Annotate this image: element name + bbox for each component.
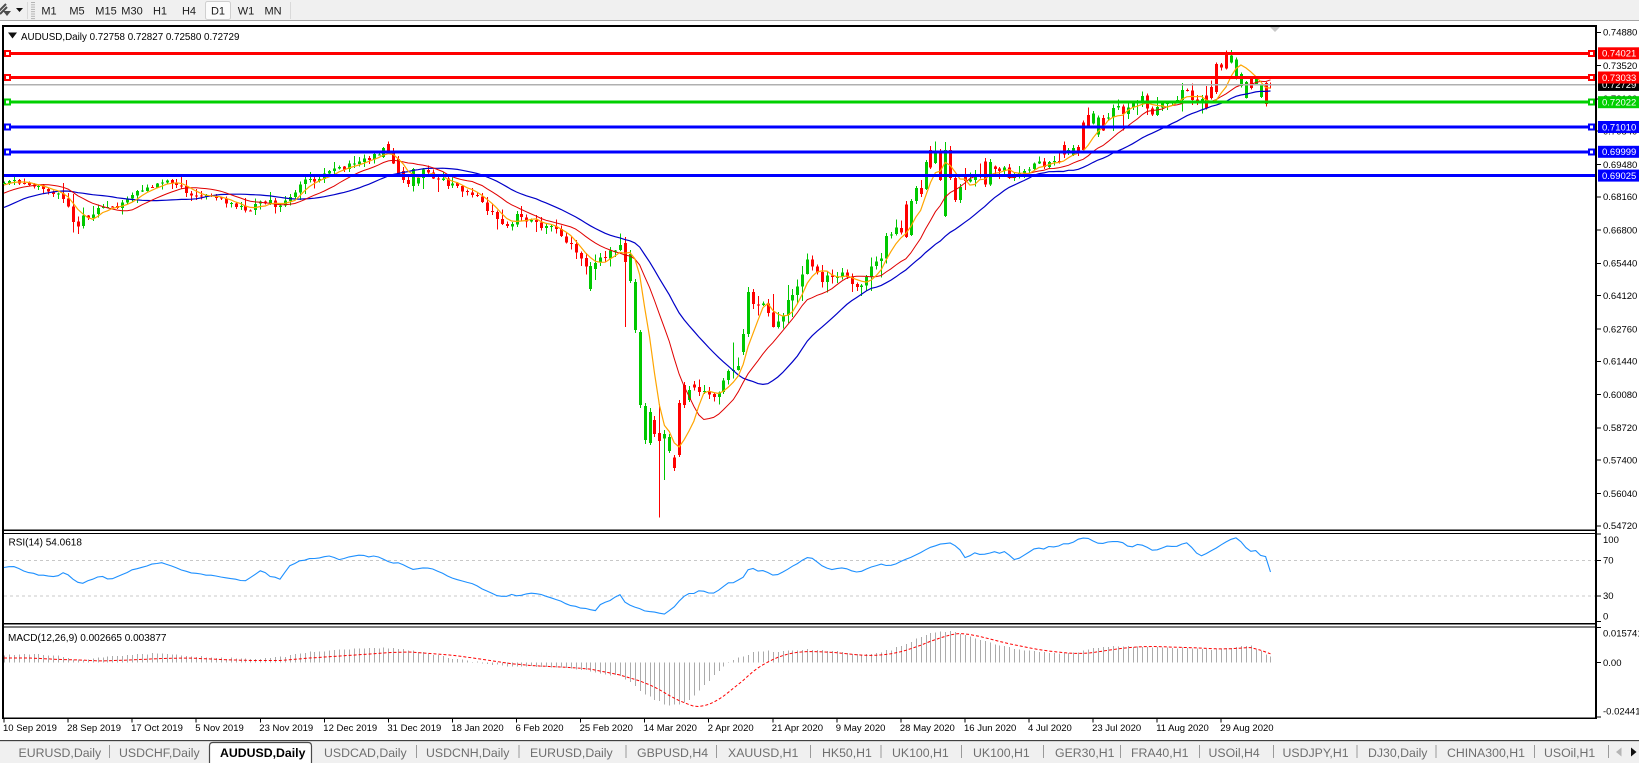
svg-text:USDJPY,H1: USDJPY,H1 — [1283, 746, 1349, 760]
svg-text:23 Nov 2019: 23 Nov 2019 — [259, 723, 313, 734]
svg-text:-0.024412: -0.024412 — [1603, 707, 1639, 718]
svg-text:0.58720: 0.58720 — [1603, 423, 1637, 434]
svg-text:4 Jul 2020: 4 Jul 2020 — [1028, 723, 1072, 734]
svg-text:H1: H1 — [153, 6, 167, 18]
svg-text:0.72022: 0.72022 — [1602, 98, 1636, 109]
svg-text:RSI(14) 54.0618: RSI(14) 54.0618 — [9, 538, 83, 549]
svg-text:H4: H4 — [182, 6, 196, 18]
svg-text:EURUSD,Daily: EURUSD,Daily — [19, 746, 103, 760]
svg-text:0.54720: 0.54720 — [1603, 521, 1637, 532]
svg-text:UK100,H1: UK100,H1 — [973, 746, 1030, 760]
svg-text:GER30,H1: GER30,H1 — [1055, 746, 1115, 760]
svg-text:29 Aug 2020: 29 Aug 2020 — [1220, 723, 1273, 734]
svg-text:70: 70 — [1603, 556, 1614, 567]
svg-text:HK50,H1: HK50,H1 — [822, 746, 872, 760]
svg-text:UK100,H1: UK100,H1 — [892, 746, 949, 760]
svg-text:0.73520: 0.73520 — [1603, 61, 1637, 72]
svg-text:28 Sep 2019: 28 Sep 2019 — [67, 723, 121, 734]
svg-text:M1: M1 — [41, 6, 56, 18]
svg-text:CHINA300,H1: CHINA300,H1 — [1447, 746, 1525, 760]
svg-text:D1: D1 — [211, 6, 225, 18]
svg-text:EURUSD,Daily: EURUSD,Daily — [530, 746, 614, 760]
svg-text:0.56040: 0.56040 — [1603, 489, 1637, 500]
svg-text:11 Aug 2020: 11 Aug 2020 — [1156, 723, 1209, 734]
svg-text:W1: W1 — [238, 6, 255, 18]
svg-text:23 Jul 2020: 23 Jul 2020 — [1092, 723, 1141, 734]
svg-text:12 Dec 2019: 12 Dec 2019 — [323, 723, 377, 734]
svg-text:0.66800: 0.66800 — [1603, 225, 1637, 236]
svg-text:M15: M15 — [95, 6, 116, 18]
svg-text:USDCHF,Daily: USDCHF,Daily — [119, 746, 200, 760]
svg-text:0.72729: 0.72729 — [1602, 80, 1636, 91]
svg-text:USDCNH,Daily: USDCNH,Daily — [426, 746, 510, 760]
svg-text:0.71010: 0.71010 — [1602, 122, 1636, 133]
svg-text:0: 0 — [1603, 612, 1608, 623]
svg-text:AUDUSD,Daily: AUDUSD,Daily — [220, 746, 306, 760]
svg-text:0.73033: 0.73033 — [1602, 73, 1636, 84]
svg-text:28 May 2020: 28 May 2020 — [900, 723, 955, 734]
svg-text:XAUUSD,H1: XAUUSD,H1 — [728, 746, 799, 760]
svg-text:0.74880: 0.74880 — [1603, 28, 1637, 39]
svg-text:0.69480: 0.69480 — [1603, 160, 1637, 171]
svg-text:MN: MN — [264, 6, 281, 18]
svg-text:9 May 2020: 9 May 2020 — [836, 723, 886, 734]
svg-text:0.60080: 0.60080 — [1603, 390, 1637, 401]
svg-text:GBPUSD,H4: GBPUSD,H4 — [637, 746, 708, 760]
svg-text:17 Oct 2019: 17 Oct 2019 — [131, 723, 183, 734]
svg-text:0.61440: 0.61440 — [1603, 357, 1637, 368]
svg-text:0.64120: 0.64120 — [1603, 291, 1637, 302]
svg-text:0.57400: 0.57400 — [1603, 456, 1637, 467]
svg-text:5 Nov 2019: 5 Nov 2019 — [195, 723, 244, 734]
svg-text:DJ30,Daily: DJ30,Daily — [1368, 746, 1428, 760]
svg-text:0.69999: 0.69999 — [1602, 147, 1636, 158]
svg-text:100: 100 — [1603, 535, 1619, 546]
svg-text:18 Jan 2020: 18 Jan 2020 — [451, 723, 503, 734]
svg-text:0.69025: 0.69025 — [1602, 171, 1636, 182]
svg-text:21 Apr 2020: 21 Apr 2020 — [772, 723, 823, 734]
svg-text:6 Feb 2020: 6 Feb 2020 — [516, 723, 564, 734]
svg-text:25 Feb 2020: 25 Feb 2020 — [580, 723, 633, 734]
svg-text:16 Jun 2020: 16 Jun 2020 — [964, 723, 1016, 734]
svg-text:FRA40,H1: FRA40,H1 — [1131, 746, 1189, 760]
svg-text:0.015741: 0.015741 — [1603, 629, 1639, 640]
svg-text:0.65440: 0.65440 — [1603, 259, 1637, 270]
svg-text:AUDUSD,Daily 0.72758 0.72827: AUDUSD,Daily 0.72758 0.72827 0.72580 0.7… — [21, 32, 239, 43]
svg-text:USDCAD,Daily: USDCAD,Daily — [324, 746, 408, 760]
svg-text:USOil,H4: USOil,H4 — [1209, 746, 1260, 760]
svg-text:2 Apr 2020: 2 Apr 2020 — [708, 723, 754, 734]
svg-text:14 Mar 2020: 14 Mar 2020 — [644, 723, 697, 734]
svg-text:0.00: 0.00 — [1603, 658, 1622, 669]
svg-text:0.62760: 0.62760 — [1603, 324, 1637, 335]
svg-text:0.68160: 0.68160 — [1603, 192, 1637, 203]
svg-text:USOil,H1: USOil,H1 — [1544, 746, 1595, 760]
svg-text:30: 30 — [1603, 591, 1614, 602]
svg-text:31 Dec 2019: 31 Dec 2019 — [387, 723, 441, 734]
svg-text:M30: M30 — [121, 6, 142, 18]
svg-text:0.74021: 0.74021 — [1602, 49, 1636, 60]
svg-text:M5: M5 — [69, 6, 84, 18]
svg-text:10 Sep 2019: 10 Sep 2019 — [3, 723, 57, 734]
svg-text:MACD(12,26,9) 0.002665 0.00387: MACD(12,26,9) 0.002665 0.003877 — [8, 633, 167, 644]
